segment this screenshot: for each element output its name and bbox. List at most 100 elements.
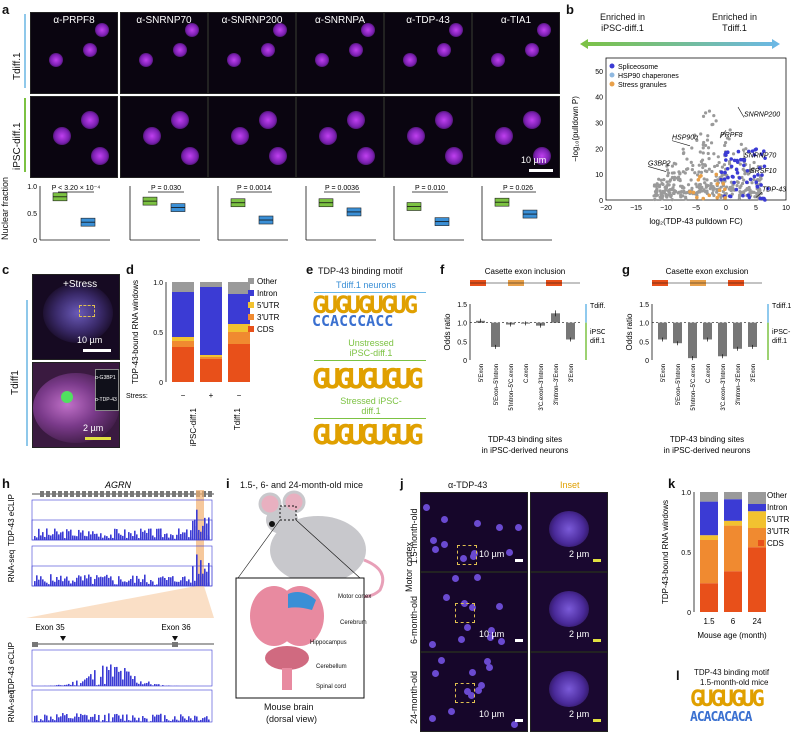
b-point xyxy=(676,175,681,179)
b-point xyxy=(746,188,751,192)
h-signal xyxy=(40,576,42,586)
b-point xyxy=(684,195,688,199)
b-point xyxy=(677,170,681,174)
h-zoom-signal xyxy=(72,681,74,686)
i-caption1: Mouse brain xyxy=(264,702,314,712)
stack-legend-swatch xyxy=(758,516,764,522)
b-point xyxy=(686,183,691,187)
c-scale2-label: 2 µm xyxy=(83,423,104,433)
panel-label-k: k xyxy=(668,476,676,491)
b-point xyxy=(746,172,750,176)
e-motif2: GUGUGUGUG xyxy=(312,362,424,395)
nucleus xyxy=(53,127,71,145)
h-signal xyxy=(162,576,164,586)
h-exon xyxy=(154,491,158,497)
b-point xyxy=(710,169,714,174)
h-zoom-signal xyxy=(58,684,60,686)
odds-xtick: C.exon xyxy=(706,364,712,383)
c-image-bottom: α-G3BP1 α-TDP-43 2 µm xyxy=(32,362,120,448)
h-signal xyxy=(158,582,160,586)
h-zoom-signal xyxy=(100,676,102,686)
odds-bar xyxy=(733,322,742,349)
odds-xtick: 5′Exon–5′Intron xyxy=(494,364,500,405)
a-scale-label: 10 µm xyxy=(521,155,547,165)
b-point-stress xyxy=(723,187,727,192)
b-point-spliceosome xyxy=(726,175,730,180)
h-signal xyxy=(80,583,82,586)
h-zoom-signal xyxy=(94,670,96,686)
h-zoom-signal xyxy=(150,721,152,722)
h-signal xyxy=(206,535,208,540)
nucleus xyxy=(273,23,287,37)
h-signal xyxy=(134,530,136,540)
h-zoom-signal xyxy=(88,676,90,686)
b-point xyxy=(659,192,663,196)
h-zoom-signal xyxy=(188,716,190,722)
b-point xyxy=(735,180,739,184)
h-signal xyxy=(54,581,56,586)
a-image-tdiff-4: α-TDP-43 xyxy=(384,12,472,94)
stack-ylabel: TDP-43-bound RNA windows xyxy=(131,280,140,384)
h-zoom-signal xyxy=(90,674,92,686)
b-point xyxy=(681,170,685,174)
h-zoom-signal xyxy=(148,681,150,686)
odds-bar xyxy=(658,322,667,340)
h-zoom-signal xyxy=(76,680,78,686)
h-signal xyxy=(98,583,100,586)
h-signal xyxy=(158,577,160,586)
odds-right-label2b: diff.1 xyxy=(590,338,605,345)
panel-label-j: j xyxy=(400,476,404,491)
e-motif1b: CCACCCACC xyxy=(312,312,394,330)
h-exon xyxy=(52,491,56,497)
nucleus xyxy=(537,23,551,37)
stack-segment xyxy=(228,344,250,382)
odds-bar xyxy=(748,322,757,347)
h-signal xyxy=(200,576,202,586)
h-exon xyxy=(76,491,80,497)
panel-label-e: e xyxy=(306,262,314,277)
nucleus xyxy=(231,127,249,145)
h-signal xyxy=(56,535,58,540)
h-signal xyxy=(144,534,146,540)
a-pvalue: P = 0.026 xyxy=(503,185,533,192)
b-point xyxy=(716,155,720,159)
b-point xyxy=(704,111,708,115)
stack-segment xyxy=(748,511,766,528)
nucleus xyxy=(171,111,189,129)
h-signal xyxy=(138,580,140,586)
h-signal xyxy=(160,528,162,540)
j-row-label-1: 6-month-old xyxy=(409,595,419,644)
h-zoom-signal xyxy=(92,716,94,722)
b-point xyxy=(657,177,661,181)
b-point xyxy=(676,191,680,195)
b-point xyxy=(703,164,708,168)
h-signal xyxy=(82,530,84,540)
k-xtick: 6 xyxy=(731,617,736,626)
h-signal xyxy=(82,539,84,540)
nucleus xyxy=(81,111,99,129)
h-signal xyxy=(84,575,86,586)
h-signal xyxy=(66,576,68,586)
h-signal xyxy=(168,577,170,586)
h-zoom-signal xyxy=(126,671,128,686)
h-signal xyxy=(36,575,38,586)
j-nucleus xyxy=(484,658,492,666)
h-zoom-signal xyxy=(74,716,76,722)
h-zoom-signal xyxy=(106,721,108,722)
h-signal xyxy=(192,520,194,540)
i-mouse-diagram xyxy=(235,490,385,699)
a-image-tdiff-1: α-SNRNP70 xyxy=(120,12,208,94)
b-ytick: 20 xyxy=(595,146,603,153)
b-plot-frame xyxy=(605,57,787,201)
a-image-ipsc-1 xyxy=(120,96,208,178)
h-zoom-signal xyxy=(140,721,142,722)
h-signal xyxy=(132,585,134,586)
nucleus xyxy=(261,43,275,57)
j-image-2: 10 µm xyxy=(420,652,528,732)
h-signal xyxy=(166,533,168,540)
h-zoom-signal xyxy=(54,720,56,722)
b-point xyxy=(744,147,748,151)
h-signal xyxy=(78,583,80,586)
odds-ytick: 1.5 xyxy=(457,302,467,309)
cerebellum xyxy=(265,646,309,670)
